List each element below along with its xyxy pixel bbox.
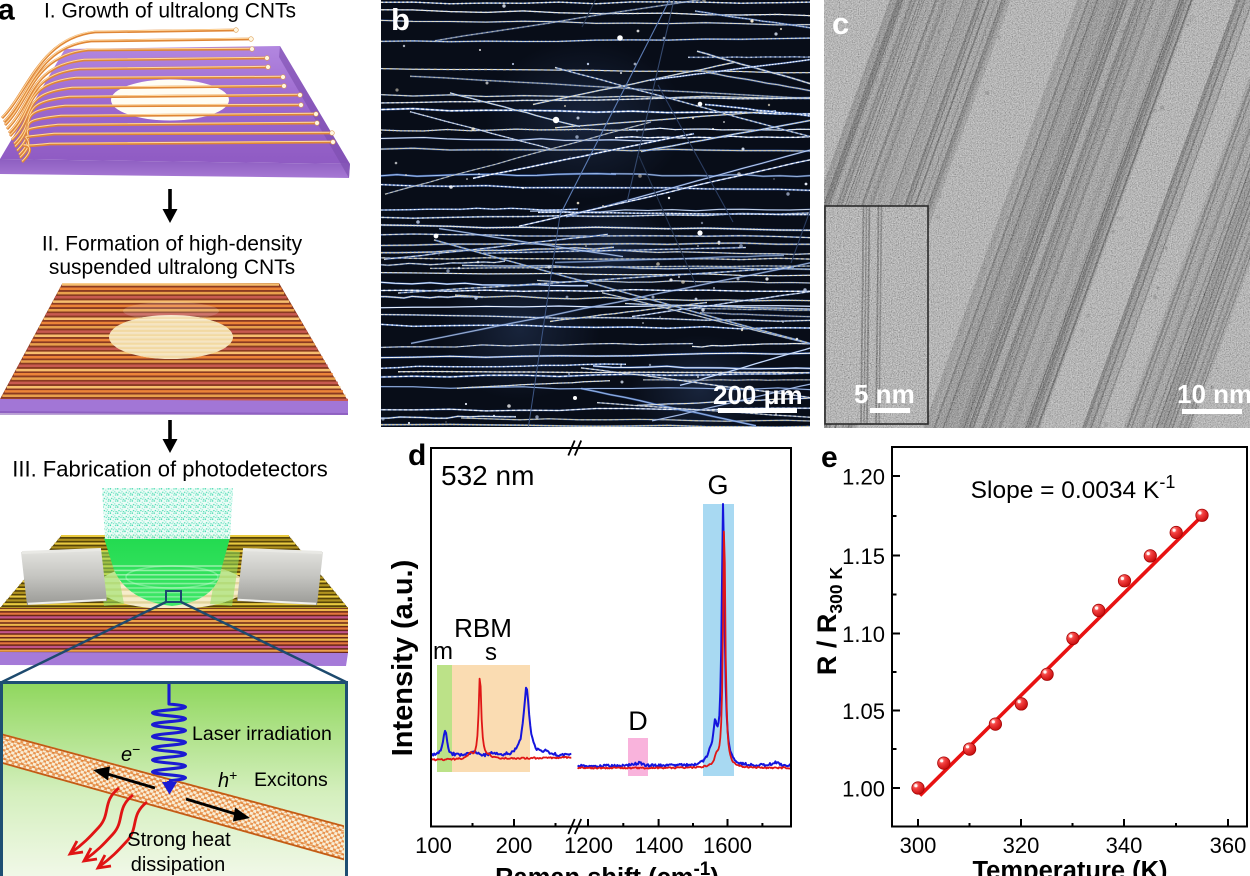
svg-text:e: e — [821, 441, 838, 474]
svg-text:300: 300 — [900, 833, 937, 858]
svg-text:1600: 1600 — [703, 833, 752, 858]
svg-text:Raman shift (cm-1): Raman shift (cm-1) — [495, 859, 719, 876]
svg-text:d: d — [408, 439, 426, 472]
svg-text:a: a — [0, 0, 15, 27]
svg-text:1400: 1400 — [635, 833, 684, 858]
svg-text:R / R300 K: R / R300 K — [812, 567, 846, 676]
svg-text:III. Fabrication of photodetec: III. Fabrication of photodetectors — [12, 457, 328, 482]
svg-text:532 nm: 532 nm — [441, 460, 534, 491]
svg-text:320: 320 — [1003, 833, 1040, 858]
svg-text:RBM: RBM — [454, 613, 512, 643]
svg-text:Laser irradiation: Laser irradiation — [192, 723, 332, 745]
svg-text:200 μm: 200 μm — [713, 380, 803, 410]
svg-text:Slope = 0.0034 K-1: Slope = 0.0034 K-1 — [971, 472, 1176, 504]
svg-text:suspended ultralong CNTs: suspended ultralong CNTs — [49, 256, 295, 279]
svg-text:1.15: 1.15 — [842, 544, 885, 569]
svg-text:Strong heat: Strong heat — [127, 829, 231, 851]
svg-text:D: D — [628, 706, 648, 736]
svg-text:b: b — [391, 2, 410, 37]
svg-text:s: s — [485, 639, 497, 666]
svg-text:c: c — [832, 6, 849, 41]
svg-text:Intensity (a.u.): Intensity (a.u.) — [387, 560, 419, 757]
svg-text:360: 360 — [1210, 833, 1247, 858]
svg-text:II. Formation of high-density: II. Formation of high-density — [42, 233, 303, 256]
svg-text:Excitons: Excitons — [254, 769, 328, 791]
svg-text:1.10: 1.10 — [842, 622, 885, 647]
svg-text:dissipation: dissipation — [131, 854, 226, 876]
svg-text:G: G — [707, 470, 728, 500]
svg-text:5 nm: 5 nm — [854, 379, 915, 409]
svg-text:1200: 1200 — [564, 833, 613, 858]
svg-text:1.05: 1.05 — [842, 699, 885, 724]
svg-text:I. Growth of ultralong CNTs: I. Growth of ultralong CNTs — [44, 0, 296, 23]
svg-text:340: 340 — [1106, 833, 1143, 858]
svg-text:1.20: 1.20 — [842, 465, 885, 490]
svg-text:200: 200 — [496, 833, 533, 858]
svg-text:m: m — [433, 638, 453, 665]
svg-text:1.00: 1.00 — [842, 777, 885, 802]
svg-text:10 nm: 10 nm — [1177, 379, 1250, 409]
svg-text:Temperature (K): Temperature (K) — [972, 857, 1167, 876]
svg-text:100: 100 — [415, 833, 452, 858]
